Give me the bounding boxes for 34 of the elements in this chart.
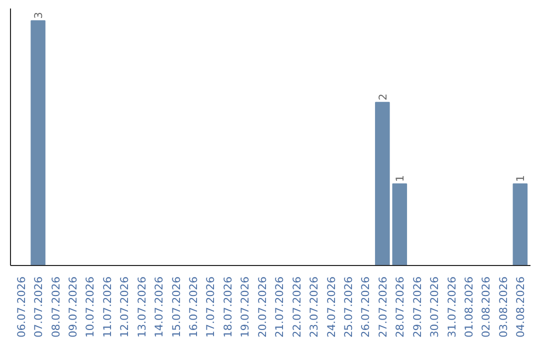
x-tick-label: 18.07.2026 — [221, 276, 234, 338]
x-tick-label: 19.07.2026 — [238, 276, 252, 338]
x-tick-label: 27.07.2026 — [376, 276, 390, 338]
x-tick-label: 17.07.2026 — [204, 276, 218, 338]
x-tick-label: 31.07.2026 — [445, 276, 458, 338]
x-tick-label: 07.07.2026 — [32, 276, 46, 338]
x-tick-label: 15.07.2026 — [170, 276, 183, 338]
x-tick-label: 23.07.2026 — [308, 276, 321, 338]
x-tick-label: 11.07.2026 — [100, 276, 114, 338]
x-tick-label: 28.07.2026 — [394, 276, 407, 338]
data-label: 3 — [32, 12, 46, 19]
x-tick-label: 10.07.2026 — [84, 276, 97, 338]
x-tick-label: 13.07.2026 — [135, 276, 148, 338]
x-tick-label: 03.08.2026 — [496, 276, 510, 338]
x-tick-label: 04.08.2026 — [514, 276, 528, 338]
x-tick-label: 02.08.2026 — [480, 276, 493, 338]
x-tick-label: 29.07.2026 — [410, 276, 424, 338]
x-tick-label: 09.07.2026 — [66, 276, 80, 338]
x-tick-label: 01.08.2026 — [462, 276, 476, 338]
x-tick-label: 30.07.2026 — [428, 276, 442, 338]
x-tick-label: 06.07.2026 — [14, 276, 28, 338]
x-tick-label: 20.07.2026 — [256, 276, 269, 338]
x-tick-label: 12.07.2026 — [118, 276, 132, 338]
x-tick-label: 14.07.2026 — [152, 276, 166, 338]
data-label: 2 — [376, 94, 390, 100]
x-tick-label: 22.07.2026 — [290, 276, 304, 338]
data-label: 1 — [394, 175, 407, 182]
x-tick-label: 26.07.2026 — [359, 276, 372, 338]
x-tick-label: 21.07.2026 — [273, 276, 286, 338]
x-tick-label: 25.07.2026 — [342, 276, 355, 338]
data-label: 1 — [514, 175, 528, 182]
x-tick-label: 24.07.2026 — [324, 276, 338, 338]
x-tick-label: 16.07.2026 — [187, 276, 200, 338]
x-tick-label: 08.07.2026 — [49, 276, 62, 338]
